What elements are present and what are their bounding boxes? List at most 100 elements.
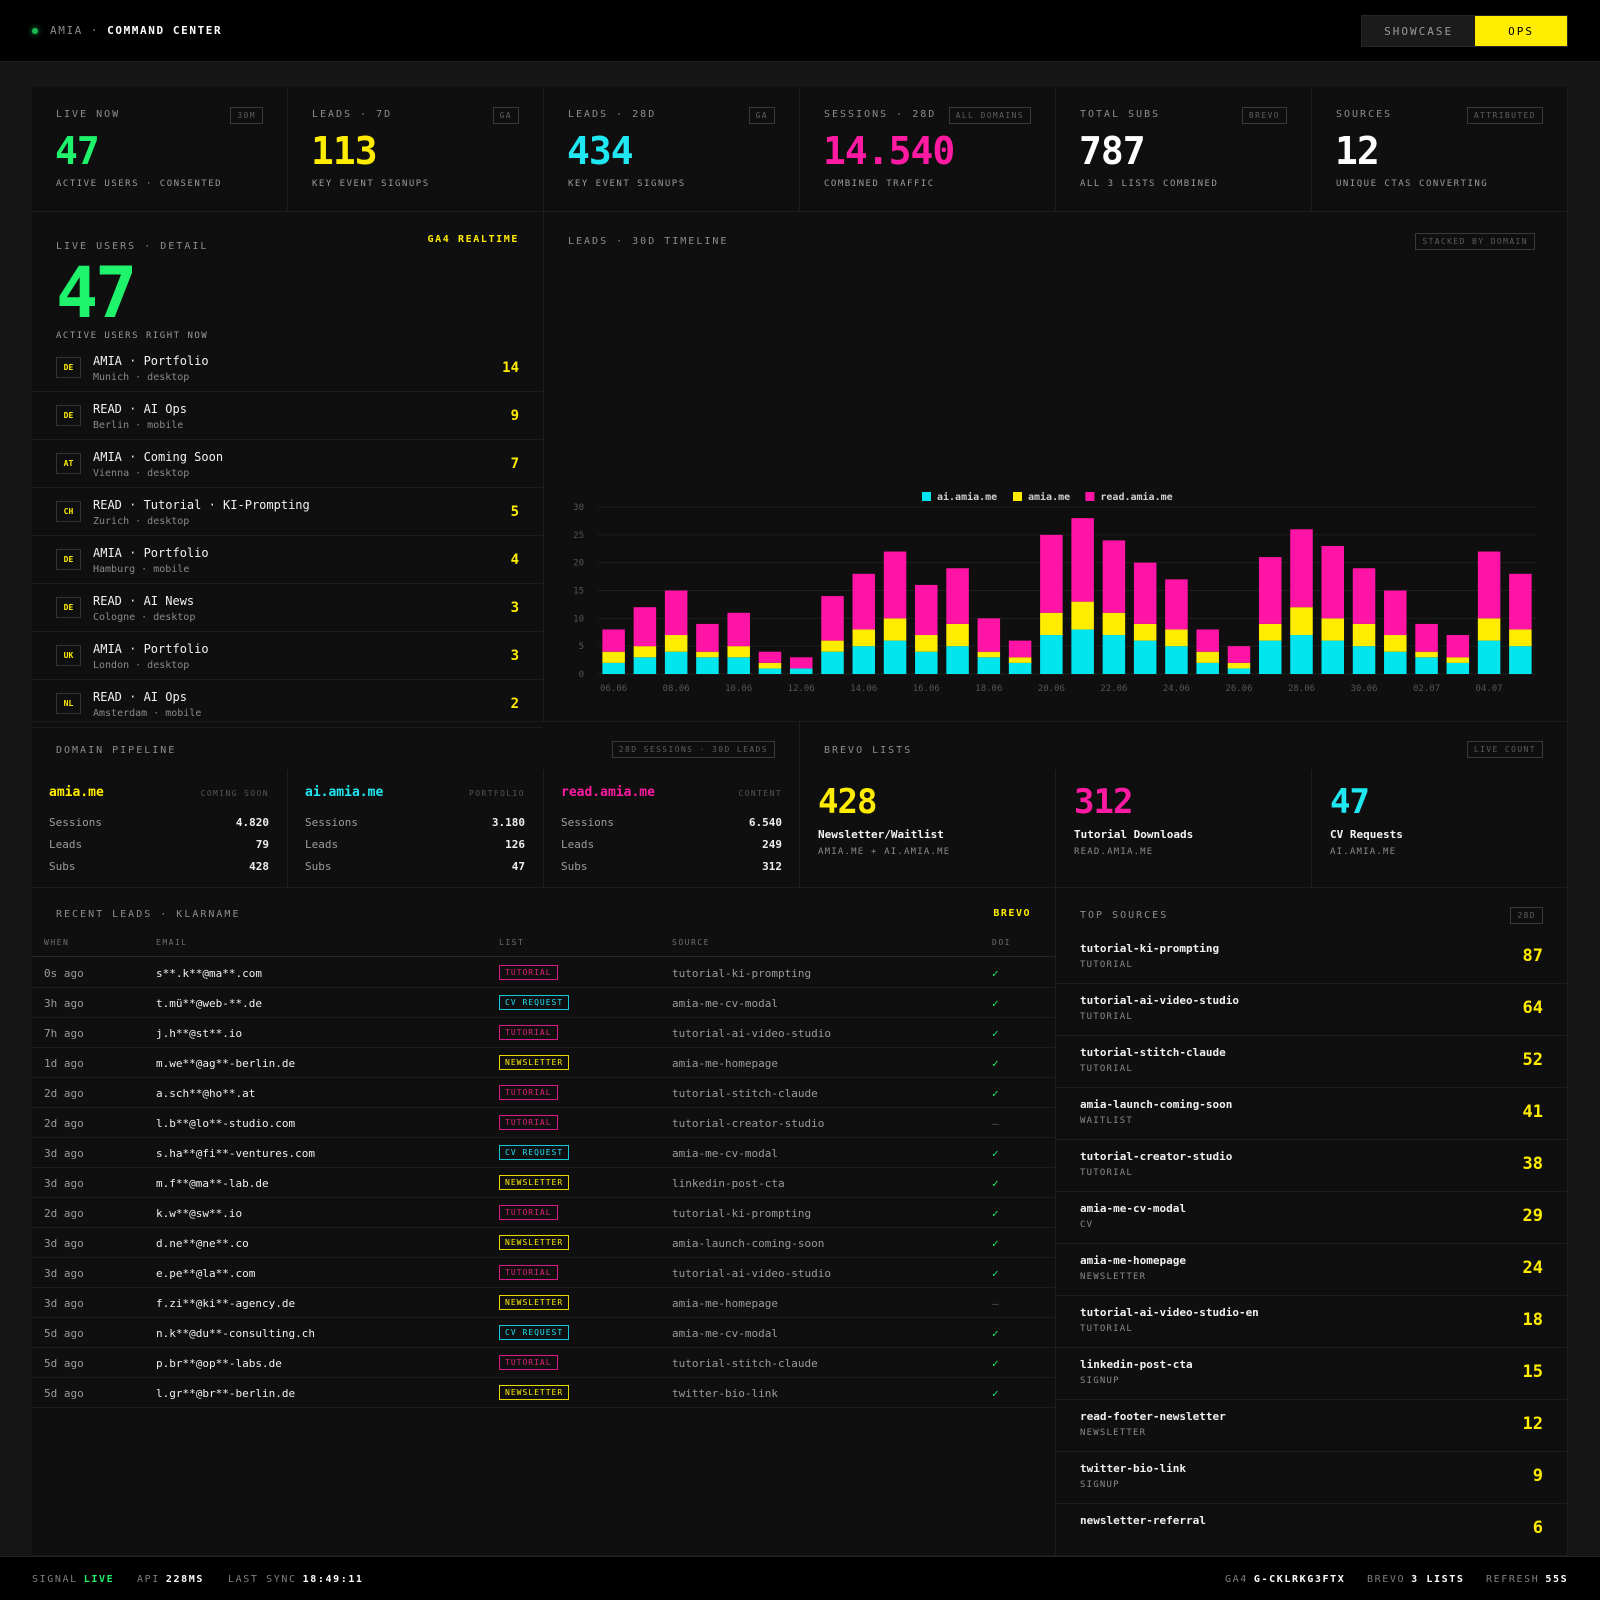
recent-leads-source: BREVO [993, 908, 1031, 919]
y-tick-label: 20 [573, 559, 584, 569]
table-row[interactable]: 3d ago e.pe**@la**.com TUTORIAL tutorial-ai… [32, 1258, 1056, 1288]
metric-value: 47 [511, 860, 525, 873]
lead-when: 3d ago [44, 1267, 84, 1280]
lead-email: s.ha**@fi**-ventures.com [156, 1147, 315, 1160]
lead-when: 3h ago [44, 997, 84, 1010]
x-tick-label: 16.06 [913, 684, 940, 694]
source-count: 64 [1522, 998, 1543, 1018]
mode-showcase-button[interactable]: SHOWCASE [1384, 24, 1454, 38]
table-row[interactable]: 1d ago m.we**@ag**-berlin.de NEWSLETTER ami… [32, 1048, 1056, 1078]
bar-segment [727, 612, 750, 647]
bar-segment [1352, 623, 1376, 647]
page-name: AMIA · Coming Soon [93, 450, 224, 464]
location-device: Cologne · desktop [93, 612, 196, 623]
brevo-list-card: 47 CV Requests AI.AMIA.ME [1312, 770, 1568, 888]
metric-label: Subs [561, 860, 588, 873]
table-row[interactable]: 3d ago s.ha**@fi**-ventures.com CV REQUEST… [32, 1138, 1056, 1168]
source-row[interactable]: amia-launch-coming-soon WAITLIST 41 [1056, 1088, 1567, 1140]
table-row[interactable]: 5d ago n.k**@du**-consulting.ch CV REQUEST… [32, 1318, 1056, 1348]
bar-segment [1227, 662, 1251, 669]
bar-segment [1384, 651, 1407, 674]
legend-swatch [922, 492, 931, 501]
live-user-row[interactable]: DE READ · AI Ops Berlin · mobile 9 [32, 392, 543, 440]
source-name: amia-me-homepage [1080, 1254, 1186, 1267]
metric-label: Leads [305, 838, 339, 851]
bar-segment [946, 568, 969, 624]
live-user-row[interactable]: DE AMIA · Portfolio Munich · desktop 14 [32, 344, 543, 392]
bar-segment [1196, 651, 1219, 663]
domain-metric-leads: Leads 126 [305, 838, 525, 851]
source-row[interactable]: read-footer-newsletter NEWSLETTER 12 [1056, 1400, 1567, 1452]
doi-status: ✓ [992, 1237, 999, 1250]
source-row[interactable]: twitter-bio-link SIGNUP 9 [1056, 1452, 1567, 1504]
bar-segment [1040, 635, 1063, 674]
source-row[interactable]: tutorial-ai-video-studio-en TUTORIAL 18 [1056, 1296, 1567, 1348]
lead-source: amia-me-homepage [672, 1297, 778, 1310]
bar-segment [1509, 646, 1532, 674]
list-count: 428 [818, 782, 877, 822]
table-row[interactable]: 0s ago s**.k**@ma**.com TUTORIAL tutorial-k… [32, 958, 1056, 988]
live-user-row[interactable]: DE READ · AI News Cologne · desktop 3 [32, 584, 543, 632]
table-row[interactable]: 3h ago t.mü**@web-**.de CV REQUEST amia-me-… [32, 988, 1056, 1018]
metric-label: Leads [49, 838, 83, 851]
lead-email: l.b**@lo**-studio.com [156, 1117, 296, 1130]
bar-segment [977, 618, 1001, 652]
location-device: Zurich · desktop [93, 516, 190, 527]
bar-segment [727, 657, 750, 674]
kpi-card: SESSIONS · 28D ALL DOMAINS 14.540 COMBINED … [800, 87, 1056, 212]
user-count: 9 [510, 408, 519, 424]
source-row[interactable]: tutorial-ai-video-studio TUTORIAL 64 [1056, 984, 1567, 1036]
live-user-row[interactable]: CH READ · Tutorial · KI-Prompting Zurich ·… [32, 488, 543, 536]
bar-segment [1165, 646, 1188, 674]
list-badge: CV REQUEST [499, 995, 570, 1010]
bar-segment [1384, 590, 1407, 636]
lead-when: 0s ago [44, 967, 84, 980]
doi-status: ✓ [992, 1327, 999, 1340]
domain-metric-subs: Subs 47 [305, 860, 525, 873]
source-row[interactable]: linkedin-post-cta SIGNUP 15 [1056, 1348, 1567, 1400]
table-row[interactable]: 3d ago m.f**@ma**-lab.de NEWSLETTER linkedi… [32, 1168, 1056, 1198]
source-row[interactable]: amia-me-cv-modal CV 29 [1056, 1192, 1567, 1244]
table-row[interactable]: 7h ago j.h**@st**.io TUTORIAL tutorial-ai-v… [32, 1018, 1056, 1048]
kpi-label: SESSIONS · 28D [824, 109, 937, 120]
country-code-badge: DE [56, 549, 81, 570]
source-type: NEWSLETTER [1080, 1428, 1147, 1438]
table-row[interactable]: 2d ago k.w**@sw**.io TUTORIAL tutorial-ki-p… [32, 1198, 1056, 1228]
source-row[interactable]: amia-me-homepage NEWSLETTER 24 [1056, 1244, 1567, 1296]
col-when: WHEN [44, 938, 70, 947]
metric-value: 126 [505, 838, 525, 851]
metric-value: 4.820 [235, 816, 269, 829]
live-user-row[interactable]: AT AMIA · Coming Soon Vienna · desktop 7 [32, 440, 543, 488]
list-domains: AMIA.ME + AI.AMIA.ME [818, 847, 951, 857]
bar-segment [1290, 607, 1313, 636]
table-row[interactable]: 5d ago l.gr**@br**-berlin.de NEWSLETTER twi… [32, 1378, 1056, 1408]
bar-segment [1071, 518, 1094, 602]
source-row[interactable]: tutorial-ki-prompting TUTORIAL 87 [1056, 932, 1567, 984]
table-row[interactable]: 3d ago f.zi**@ki**-agency.de NEWSLETTER ami… [32, 1288, 1056, 1318]
bar-segment [915, 584, 938, 636]
bar-segment [664, 651, 688, 674]
bar-segment [696, 623, 719, 652]
doi-status: — [992, 1297, 999, 1310]
x-tick-label: 26.06 [1225, 684, 1252, 694]
lead-email: n.k**@du**-consulting.ch [156, 1327, 315, 1340]
table-row[interactable]: 2d ago a.sch**@ho**.at TUTORIAL tutorial-st… [32, 1078, 1056, 1108]
source-row[interactable]: newsletter-referral 6 [1056, 1504, 1567, 1556]
kpi-tag: GA [748, 107, 775, 124]
table-row[interactable]: 3d ago d.ne**@ne**.co NEWSLETTER amia-launc… [32, 1228, 1056, 1258]
source-row[interactable]: tutorial-stitch-claude TUTORIAL 52 [1056, 1036, 1567, 1088]
live-user-row[interactable]: UK AMIA · Portfolio London · desktop 3 [32, 632, 543, 680]
table-row[interactable]: 2d ago l.b**@lo**-studio.com TUTORIAL tutor… [32, 1108, 1056, 1138]
table-row[interactable]: 5d ago p.br**@op**-labs.de TUTORIAL tutoria… [32, 1348, 1056, 1378]
y-tick-label: 0 [579, 670, 584, 680]
kpi-caption: KEY EVENT SIGNUPS [312, 179, 430, 189]
live-user-row[interactable]: DE AMIA · Portfolio Hamburg · mobile 4 [32, 536, 543, 584]
source-row[interactable]: tutorial-creator-studio TUTORIAL 38 [1056, 1140, 1567, 1192]
x-tick-label: 18.06 [975, 684, 1002, 694]
live-user-row[interactable]: NL READ · AI Ops Amsterdam · mobile 2 [32, 680, 543, 728]
bar-segment [977, 657, 1001, 674]
x-tick-label: 04.07 [1476, 684, 1503, 694]
kpi-tag: BREVO [1241, 107, 1287, 124]
lead-source: tutorial-ai-video-studio [672, 1267, 831, 1280]
mode-ops-button[interactable]: OPS [1475, 16, 1567, 46]
